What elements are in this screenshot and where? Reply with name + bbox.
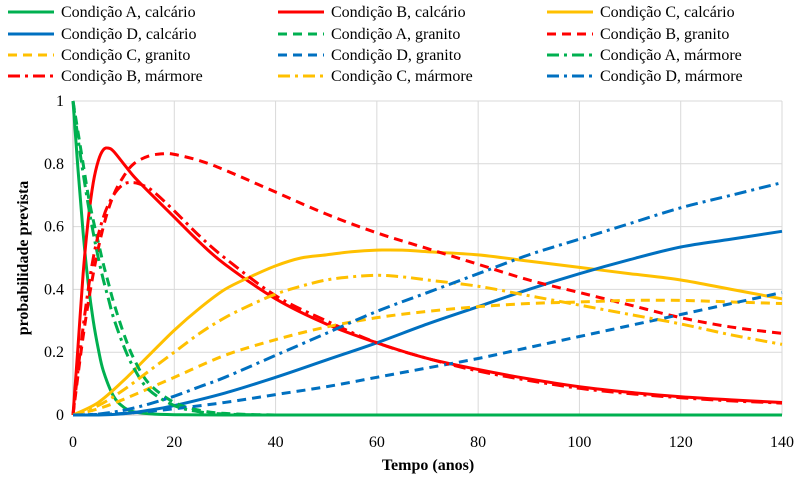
series-line-condicao-d-granito — [72, 291, 783, 417]
y-tick-label: 0.4 — [44, 281, 64, 298]
legend: Condição A, calcário Condição B, calcário… — [8, 4, 743, 85]
series-layer — [71, 100, 783, 417]
series-line-condicao-b-marmore — [71, 180, 783, 416]
series-line-condicao-c-marmore — [72, 273, 783, 417]
legend-label: Condição D, granito — [331, 47, 461, 64]
y-tick-label: 0.6 — [44, 219, 64, 236]
series-line-condicao-b-granito — [71, 152, 783, 416]
y-tick-label: 0.8 — [44, 156, 64, 173]
legend-label: Condição C, mármore — [331, 68, 473, 85]
y-tick-label: 0 — [56, 407, 64, 424]
axis-ticks: 0 0.2 0.4 0.6 0.8 1 0 20 40 60 80 100 120 140 — [44, 93, 794, 451]
legend-label: Condição C, calcário — [600, 4, 735, 21]
legend-label: Condição D, mármore — [600, 68, 743, 85]
y-tick-label: 0.2 — [44, 344, 64, 361]
x-tick-label: 120 — [669, 434, 693, 451]
legend-label: Condição A, mármore — [600, 47, 742, 64]
y-axis-title: probabilidade prevista — [15, 181, 32, 336]
x-tick-label: 0 — [69, 434, 77, 451]
legend-label: Condição C, granito — [61, 47, 190, 64]
x-axis-title: Tempo (anos) — [382, 457, 474, 474]
series-line-condicao-a-calcario — [71, 100, 782, 417]
x-tick-label: 140 — [770, 434, 794, 451]
legend-label: Condição A, calcário — [61, 4, 196, 21]
series-line-condicao-a-marmore — [71, 100, 782, 417]
grid — [72, 100, 783, 416]
legend-label: Condição B, calcário — [331, 4, 466, 21]
legend-label: Condição B, granito — [600, 26, 729, 43]
y-tick-label: 1 — [56, 93, 64, 110]
x-tick-label: 40 — [268, 434, 284, 451]
series-line-condicao-a-granito — [71, 100, 782, 417]
x-tick-label: 20 — [166, 434, 182, 451]
x-tick-label: 100 — [567, 434, 591, 451]
legend-label: Condição B, mármore — [61, 68, 203, 85]
x-tick-label: 80 — [470, 434, 486, 451]
series-line-condicao-b-calcario — [71, 146, 783, 416]
legend-label: Condição A, granito — [331, 26, 460, 43]
series-line-condicao-c-calcario — [72, 248, 783, 417]
x-tick-label: 60 — [369, 434, 385, 451]
legend-label: Condição D, calcário — [61, 26, 197, 43]
